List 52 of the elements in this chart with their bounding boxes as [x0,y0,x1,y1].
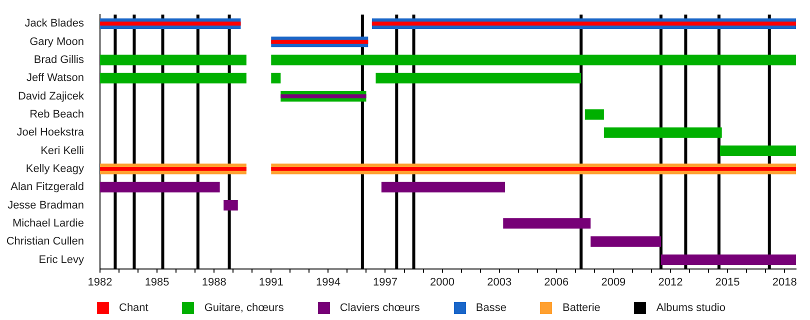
text: Albums studio [656,302,726,314]
bar [372,22,796,26]
bar [590,236,661,247]
bar [584,109,604,120]
bar [660,254,796,265]
x-tick-label: 1985 [144,276,170,288]
y-tick-label: Reb Beach [30,108,84,120]
bar [271,166,796,171]
y-tick-label: Eric Levy [38,254,84,266]
legend-label: Batterie [562,302,600,314]
legend-label: Chant [119,302,148,314]
x-tick-label: 1982 [88,276,112,288]
bar [100,54,246,66]
legend-label: Claviers chœurs [340,302,420,314]
y-tick-label: Jesse Bradman [8,199,84,212]
y-tick-label: David Zajicek [18,90,84,102]
bar [381,182,506,192]
bar [720,146,796,156]
x-tick-label: 2009 [601,276,626,288]
y-tick-label: Brad Gillis [34,54,84,66]
y-tick-label: Michael Lardie [12,217,84,230]
bar [604,127,722,138]
bar [100,72,246,84]
x-tick-label: 1994 [316,276,340,288]
bar [100,22,241,26]
legend-label: Basse [476,302,506,314]
x-tick-label: 2003 [487,276,512,288]
bar [503,218,591,229]
y-tick-label: Christian Cullen [6,236,84,248]
y-tick-label: Keri Kelli [40,144,84,157]
bar [224,200,238,211]
y-tick-label: Gary Moon [30,36,84,48]
x-tick-label: 2018 [772,276,797,288]
x-tick-label: 2012 [658,276,683,288]
y-tick-label: Jack Blades [24,18,84,30]
bar [271,72,281,84]
bar [271,54,796,66]
bar [271,40,368,44]
x-tick-label: 1988 [202,276,226,288]
x-tick-label: 2015 [715,276,740,288]
legend-label: Guitare, chœurs [204,302,284,314]
bar [100,166,246,171]
x-tick-label: 2000 [430,276,455,288]
bar [100,182,220,192]
y-tick-label: Joel Hoekstra [16,126,85,139]
y-tick-label: Jeff Watson [26,72,84,84]
y-tick-label: Kelly Keagy [26,162,84,175]
bar [376,72,582,84]
y-tick-label: Alan Fitzgerald [10,181,84,194]
x-tick-label: 1997 [373,276,398,288]
x-tick-label: 1991 [258,276,284,288]
x-tick-label: 2006 [544,276,569,288]
